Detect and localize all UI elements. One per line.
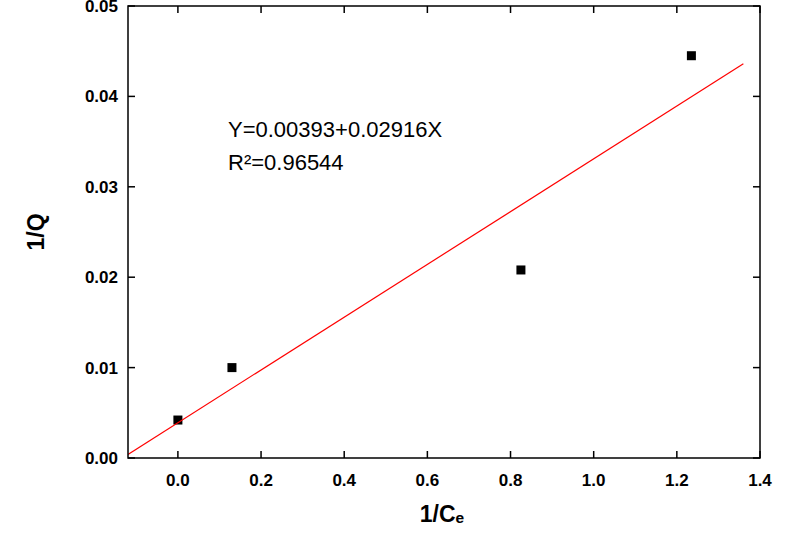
- x-tick-label: 0.2: [249, 471, 273, 490]
- x-tick-top: [676, 6, 678, 13]
- x-tick-top: [177, 6, 179, 13]
- x-tick-top: [260, 6, 262, 13]
- x-tick: [593, 451, 595, 458]
- x-tick-label: 0.0: [166, 471, 190, 490]
- data-point: [687, 51, 696, 60]
- y-tick-label: 0.02: [85, 268, 118, 287]
- x-tick: [177, 451, 179, 458]
- y-tick-right: [753, 186, 760, 188]
- y-axis-title: 1/Q: [23, 213, 49, 250]
- x-tick-top: [593, 6, 595, 13]
- y-tick-label: 0.05: [85, 0, 118, 16]
- chart: 0.0 0.2 0.4 0.6 0.8 1.0 1.2 1.4 0.00 0.01 0.02 0.03…: [0, 0, 791, 545]
- x-tick-label: 0.8: [499, 471, 523, 490]
- x-tick: [260, 451, 262, 458]
- annotation: Y=0.00393+0.02916X: [228, 117, 442, 142]
- y-tick-label: 0.00: [85, 449, 118, 468]
- data-point: [516, 265, 525, 274]
- y-tick-right: [753, 96, 760, 98]
- y-tick: [128, 186, 135, 188]
- plot-area: [128, 51, 743, 454]
- x-tick-top: [427, 6, 429, 13]
- x-axis-title: 1/Cₑ: [420, 501, 465, 527]
- data-point: [227, 363, 236, 372]
- fit-line: [128, 64, 743, 455]
- y-tick-label: 0.04: [85, 87, 119, 106]
- x-tick-label: 1.0: [582, 471, 606, 490]
- annotation: R²=0.96544: [228, 150, 344, 175]
- y-tick: [128, 96, 135, 98]
- y-tick: [128, 276, 135, 278]
- x-tick-top: [343, 6, 345, 13]
- x-tick: [427, 451, 429, 458]
- x-tick-label: 1.4: [748, 471, 772, 490]
- y-tick-label: 0.01: [85, 359, 118, 378]
- plot-frame: [128, 6, 760, 458]
- x-tick: [343, 451, 345, 458]
- x-tick-label: 1.2: [665, 471, 689, 490]
- x-tick-label: 0.6: [416, 471, 440, 490]
- x-tick-top: [510, 6, 512, 13]
- y-tick: [128, 367, 135, 369]
- y-tick-label: 0.03: [85, 178, 118, 197]
- x-tick-label: 0.4: [332, 471, 356, 490]
- x-tick: [676, 451, 678, 458]
- y-tick-right: [753, 276, 760, 278]
- x-tick: [510, 451, 512, 458]
- y-tick-right: [753, 367, 760, 369]
